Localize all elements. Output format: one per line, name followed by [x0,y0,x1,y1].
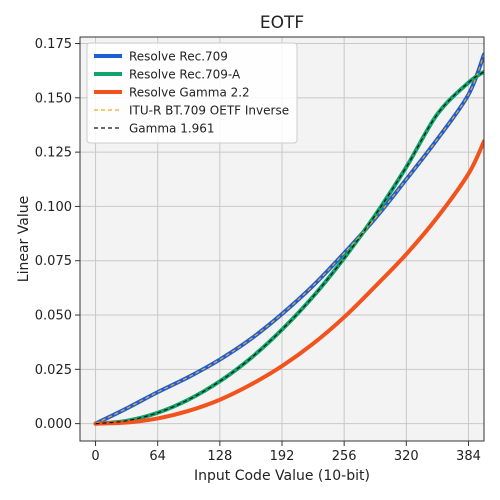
x-tick-label: 192 [270,449,295,464]
series-line-resolve-gamma-2-2 [93,139,484,426]
series-line-gamma-1-961 [95,71,484,425]
y-tick-label: 0.075 [35,254,72,269]
series-line-itu-r-bt-709-oetf-inverse [95,54,484,425]
legend-box [86,42,298,144]
legend-label: Resolve Gamma 2.2 [129,86,250,100]
y-axis-label: Linear Value [16,196,32,282]
legend-label: Resolve Rec.709 [129,50,228,64]
x-tick-label: 384 [456,449,481,464]
x-tick-label: 0 [91,449,99,464]
x-tick-label: 256 [332,449,357,464]
y-tick-label: 0.175 [35,37,72,52]
y-tick-label: 0.100 [35,200,72,215]
y-tick-label: 0.025 [35,363,72,378]
ticks: 0 64 128 192 256 320 384 0.000 0.025 0.050 0.075 0.… [35,37,481,464]
legend-label: Gamma 1.961 [129,122,215,136]
legend: Resolve Rec.709 Resolve Rec.709-A Resolve … [86,42,298,144]
legend-label: ITU-R BT.709 OETF Inverse [129,104,289,118]
x-axis-label: Input Code Value (10-bit) [194,468,370,484]
y-tick-label: 0.000 [35,417,72,432]
series-group [93,52,484,426]
x-tick-label: 128 [207,449,232,464]
y-tick-label: 0.150 [35,91,72,106]
y-tick-label: 0.050 [35,309,72,324]
chart-title: EOTF [260,13,304,33]
x-tick-label: 320 [394,449,419,464]
legend-label: Resolve Rec.709-A [129,68,241,82]
x-tick-label: 64 [149,449,166,464]
y-tick-label: 0.125 [35,146,72,161]
